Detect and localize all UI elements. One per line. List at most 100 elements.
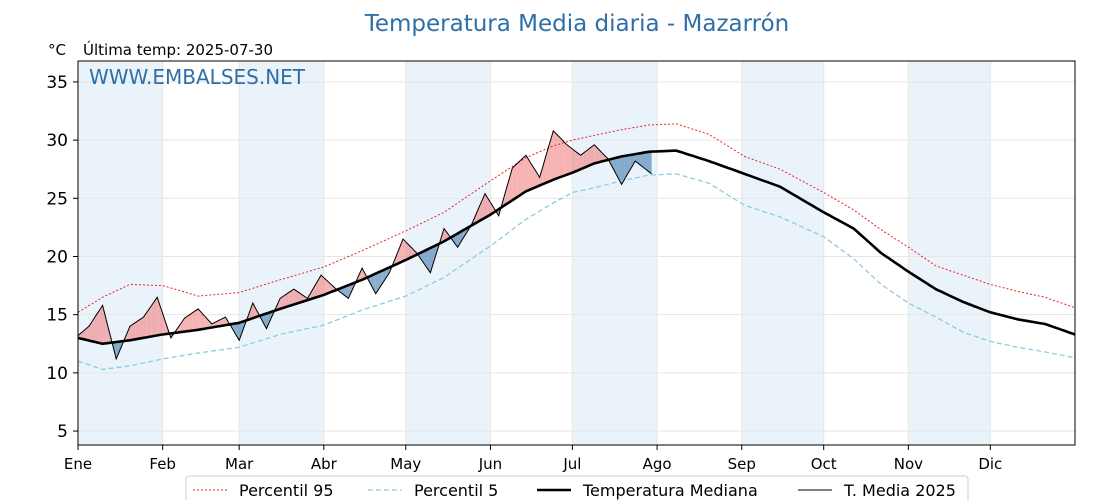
anomaly-above-fill [91, 317, 95, 342]
x-tick-label: Dic [978, 455, 1002, 473]
anomaly-above-fill [523, 155, 526, 194]
x-tick-label: Abr [311, 455, 338, 473]
anomaly-above-fill [127, 326, 130, 341]
month-shade-band [572, 61, 658, 445]
legend-label: Percentil 95 [239, 481, 334, 500]
anomaly-above-fill [596, 147, 600, 163]
anomaly-above-fill [140, 317, 144, 339]
anomaly-above-fill [506, 177, 510, 204]
anomaly-below-fill [637, 153, 641, 166]
anomaly-below-fill [646, 151, 649, 172]
x-tick-label: Sep [728, 455, 756, 473]
x-tick-label: Feb [149, 455, 176, 473]
x-tick-label: Jun [478, 455, 502, 473]
anomaly-above-fill [83, 328, 87, 340]
anomaly-above-fill [299, 292, 302, 303]
anomaly-above-fill [520, 157, 524, 195]
anomaly-above-fill [580, 153, 584, 170]
anomaly-below-fill [345, 285, 349, 299]
anomaly-above-fill [217, 319, 221, 327]
anomaly-above-fill [209, 320, 212, 328]
anomaly-above-fill [277, 298, 281, 310]
anomaly-below-fill [627, 155, 630, 176]
chart-title: Temperatura Media diaria - Mazarrón [364, 11, 790, 37]
series-line-median [77, 149, 1076, 346]
legend-label: Temperatura Mediana [582, 481, 758, 500]
anomaly-above-fill [97, 309, 100, 344]
anomaly-above-fill [195, 308, 199, 331]
anomaly-above-fill [280, 296, 283, 309]
anomaly-above-fill [561, 139, 565, 177]
anomaly-below-fill [233, 323, 237, 336]
y-tick-label: 15 [46, 306, 68, 326]
anomaly-above-fill [288, 290, 292, 307]
anomaly-above-fill [94, 313, 98, 343]
anomaly-above-fill [149, 305, 152, 337]
anomaly-above-fill [291, 289, 294, 306]
anomaly-above-fill [394, 252, 398, 265]
anomaly-above-fill [315, 279, 319, 298]
anomaly-above-fill [198, 308, 201, 330]
anomaly-below-fill [624, 155, 628, 180]
anomaly-above-fill [525, 155, 529, 192]
series-line-2025 [77, 129, 652, 361]
last-temp-label: Última temp: 2025-07-30 [83, 40, 273, 59]
anomaly-above-fill [528, 159, 532, 191]
anomaly-below-fill [635, 153, 638, 164]
legend-box [185, 475, 969, 504]
anomaly-above-fill [285, 292, 289, 308]
anomaly-above-fill [566, 144, 570, 175]
anomaly-above-fill [531, 164, 535, 189]
anomaly-above-fill [602, 153, 606, 162]
anomaly-above-fill [296, 290, 300, 304]
anomaly-below-fill [116, 341, 119, 359]
anomaly-above-fill [151, 301, 155, 337]
anomaly-below-fill [266, 312, 270, 329]
anomaly-below-fill [648, 151, 652, 174]
anomaly-above-fill [359, 268, 363, 281]
anomaly-above-fill [515, 162, 518, 199]
anomaly-above-fill [184, 316, 188, 332]
anomaly-below-fill [618, 156, 622, 185]
anomaly-above-fill [203, 314, 207, 329]
anomaly-above-fill [490, 202, 494, 215]
anomaly-above-fill [588, 146, 592, 166]
anomaly-above-fill [222, 317, 226, 326]
legend: Percentil 95 Percentil 5 Temperatura Media… [185, 475, 969, 504]
y-tick-label: 30 [46, 131, 68, 151]
x-tick-label: Mar [225, 455, 254, 473]
anomaly-above-fill [293, 289, 297, 305]
anomaly-above-fill [572, 148, 576, 173]
anomaly-below-fill [460, 230, 464, 243]
legend-label: T. Media 2025 [843, 481, 956, 500]
anomaly-above-fill [200, 311, 204, 330]
anomaly-above-fill [250, 303, 253, 320]
unit-label: °C [48, 41, 66, 59]
anomaly-above-fill [189, 312, 193, 331]
anomaly-above-fill [86, 326, 89, 341]
anomaly-above-fill [362, 268, 365, 280]
anomaly-above-fill [539, 168, 543, 186]
anomaly-below-fill [239, 321, 242, 341]
series-line-p5 [77, 173, 1076, 371]
x-tick-label: Jul [562, 455, 581, 473]
anomaly-below-fill [427, 248, 431, 273]
anomaly-above-fill [583, 151, 587, 169]
anomaly-below-fill [370, 274, 374, 289]
plot-frame [77, 60, 1076, 446]
anomaly-above-fill [143, 313, 147, 338]
anomaly-above-fill [599, 150, 603, 163]
anomaly-above-fill [403, 239, 406, 262]
series-line-p95 [77, 123, 1076, 313]
y-tick-label: 25 [46, 189, 68, 209]
anomaly-above-fill [157, 297, 160, 336]
anomaly-above-fill [542, 158, 546, 185]
anomaly-above-fill [252, 303, 256, 319]
anomaly-below-fill [386, 267, 390, 277]
anomaly-above-fill [192, 310, 196, 331]
anomaly-above-fill [220, 318, 223, 327]
anomaly-above-fill [512, 165, 516, 201]
anomaly-above-fill [553, 130, 557, 180]
